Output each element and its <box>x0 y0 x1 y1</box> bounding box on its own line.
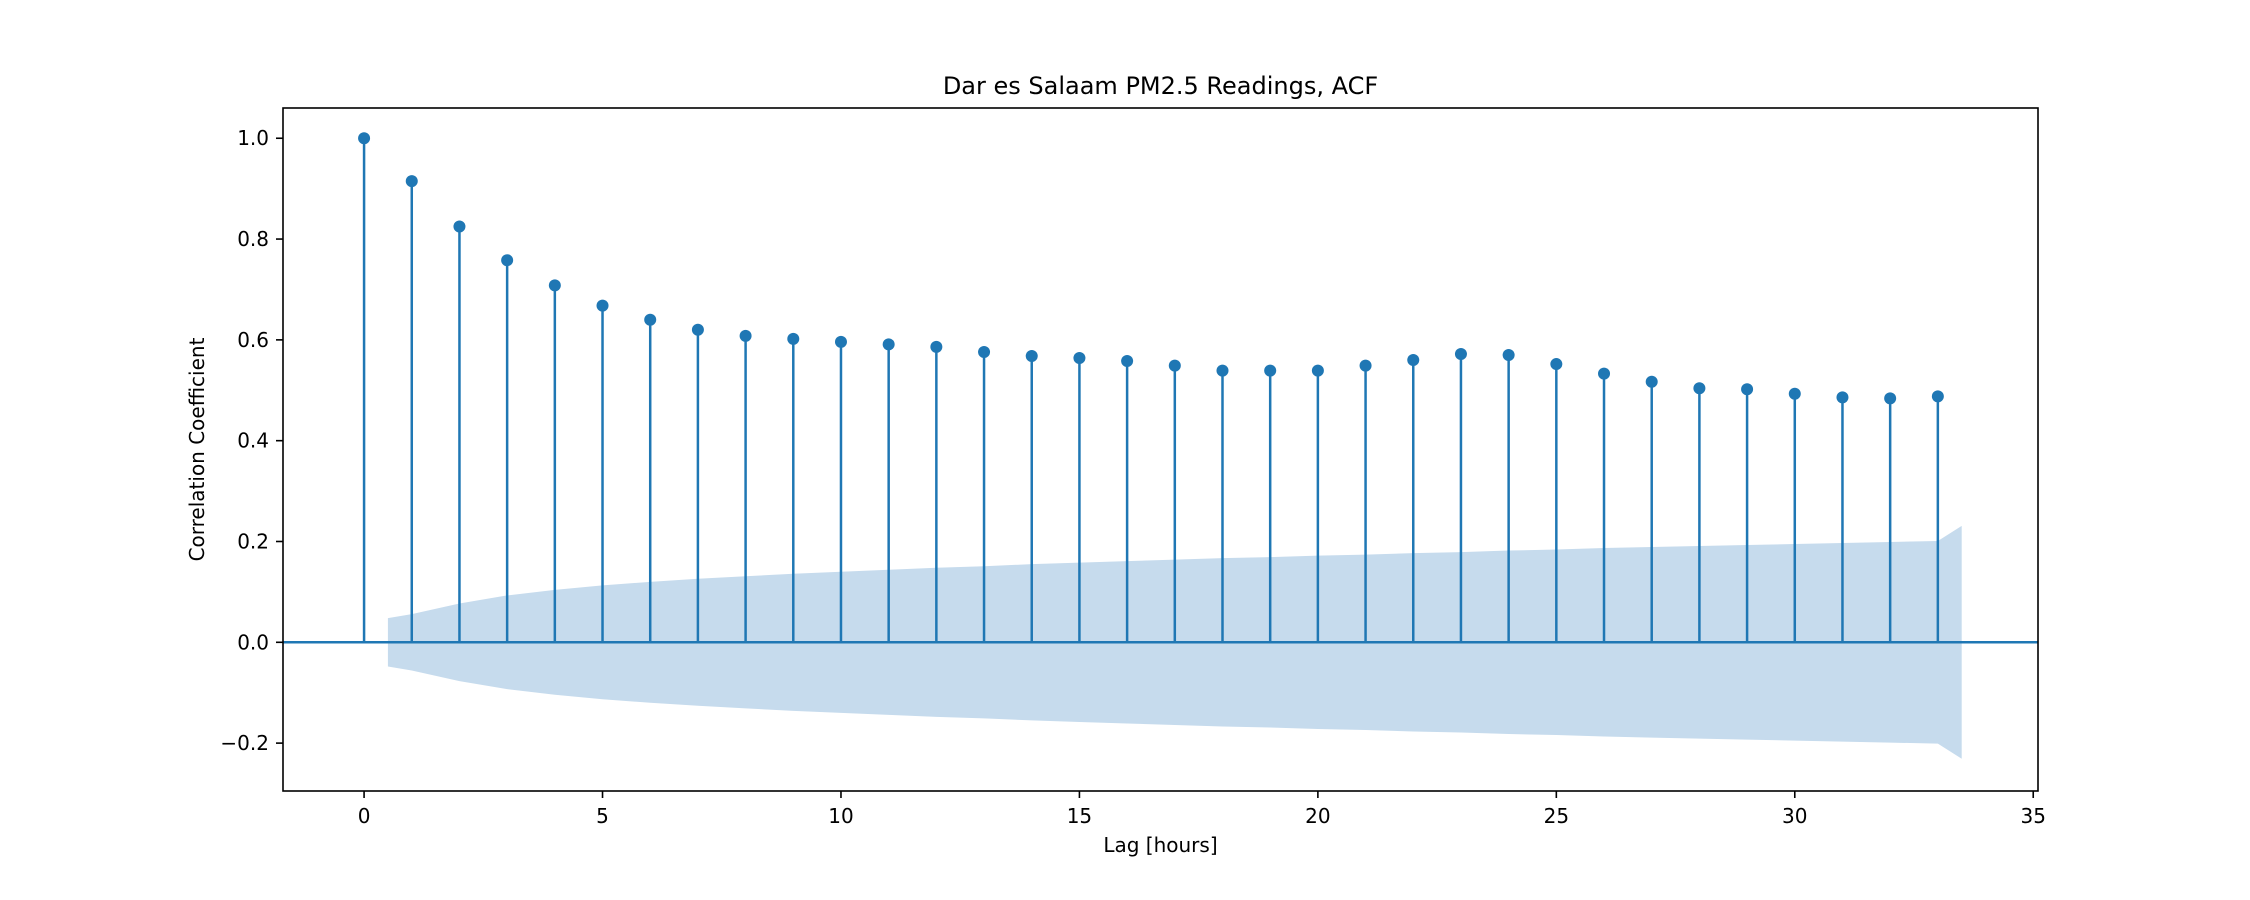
x-tick-label-5: 5 <box>596 804 609 828</box>
y-tick-label-5: 0.8 <box>237 227 269 251</box>
stem-marker-lag-26 <box>1598 367 1611 380</box>
x-tick-label-15: 15 <box>1067 804 1092 828</box>
stem-marker-lag-6 <box>644 313 657 326</box>
x-tick-label-0: 0 <box>358 804 371 828</box>
stem-marker-lag-9 <box>787 332 800 345</box>
stem-marker-lag-2 <box>453 220 466 233</box>
stem-marker-lag-17 <box>1168 359 1181 372</box>
stem-marker-lag-16 <box>1121 355 1134 368</box>
y-axis-label: Correlation Coefficient <box>185 337 209 561</box>
stem-marker-lag-27 <box>1645 375 1658 388</box>
stem-marker-lag-4 <box>548 279 561 292</box>
stem-marker-lag-18 <box>1216 364 1229 377</box>
stem-marker-lag-21 <box>1359 359 1372 372</box>
chart-title: Dar es Salaam PM2.5 Readings, ACF <box>943 72 1378 100</box>
stem-marker-lag-32 <box>1884 392 1897 405</box>
stem-marker-lag-19 <box>1264 364 1277 377</box>
stem-marker-lag-5 <box>596 299 609 312</box>
stem-marker-lag-23 <box>1454 347 1467 360</box>
stem-marker-lag-0 <box>358 132 371 145</box>
stem-marker-lag-11 <box>882 338 895 351</box>
x-tick-label-20: 20 <box>1305 804 1330 828</box>
stem-marker-lag-31 <box>1836 391 1849 404</box>
y-tick-label-6: 1.0 <box>237 126 269 150</box>
x-tick-label-25: 25 <box>1544 804 1569 828</box>
stem-marker-lag-10 <box>834 335 847 348</box>
axes-layer: 0 5 10 15 20 25 30 35 −0.2 0.0 0.2 0.4 0.6 0.8 1.0 <box>220 107 2046 828</box>
stem-marker-lag-30 <box>1788 387 1801 400</box>
x-axis-label: Lag [hours] <box>1103 833 1217 857</box>
stem-marker-lag-12 <box>930 340 943 353</box>
stem-marker-lag-25 <box>1550 358 1563 371</box>
y-tick-label-3: 0.4 <box>237 429 269 453</box>
stem-marker-lag-24 <box>1502 348 1515 361</box>
stem-marker-lag-1 <box>405 175 418 188</box>
stem-marker-lag-8 <box>739 329 752 342</box>
y-tick-label-2: 0.2 <box>237 529 269 553</box>
plot-frame <box>282 107 2039 792</box>
x-tick-label-10: 10 <box>828 804 853 828</box>
x-tick-label-30: 30 <box>1782 804 1807 828</box>
y-tick-label-4: 0.6 <box>237 328 269 352</box>
x-tick-label-35: 35 <box>2021 804 2046 828</box>
stem-marker-lag-29 <box>1741 383 1754 396</box>
y-tick-label-0: −0.2 <box>220 731 269 755</box>
stem-marker-lag-33 <box>1931 390 1944 403</box>
stem-marker-lag-22 <box>1407 354 1420 367</box>
stem-marker-lag-3 <box>501 254 514 267</box>
stem-marker-lag-28 <box>1693 382 1706 395</box>
stem-marker-lag-7 <box>691 323 704 336</box>
stem-layer <box>358 132 1944 643</box>
stem-marker-lag-20 <box>1311 364 1324 377</box>
y-tick-label-1: 0.0 <box>237 630 269 654</box>
stem-marker-lag-14 <box>1025 349 1038 362</box>
stem-marker-lag-15 <box>1073 352 1086 365</box>
stem-marker-lag-13 <box>978 345 991 358</box>
